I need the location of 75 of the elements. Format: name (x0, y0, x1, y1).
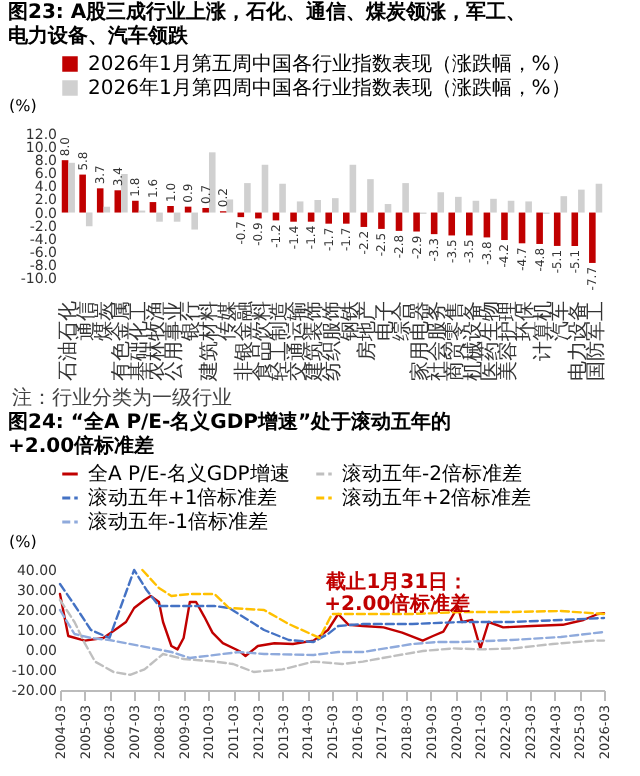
bar (61, 160, 69, 213)
x-tick-label: 家用电器 (407, 301, 432, 381)
bar (226, 199, 234, 213)
bar (378, 212, 385, 229)
bar (525, 201, 532, 213)
bar (466, 212, 473, 236)
bar (103, 206, 111, 213)
legend-label: 滚动五年-2倍标准差 (342, 462, 522, 486)
legend-label: 全A P/E-名义GDP增速 (88, 462, 290, 486)
x-tick-label: 煤炭 (91, 301, 116, 341)
bar (536, 212, 543, 244)
annotation: 截止1月31日： +2.00倍标准差 (324, 570, 471, 616)
bar (367, 179, 374, 213)
bar (68, 162, 75, 213)
bar (114, 190, 122, 213)
line-series (58, 568, 606, 644)
legend-label: 滚动五年-1倍标准差 (88, 510, 268, 534)
bar (571, 212, 579, 246)
bar (342, 212, 350, 224)
bar (279, 183, 286, 213)
bar (507, 200, 515, 213)
bar (501, 212, 508, 241)
bar (255, 212, 262, 219)
legend-label: 2026年1月第五周中国各行业指数表现（涨跌幅，%） (88, 52, 571, 76)
bar (595, 183, 603, 213)
bar (173, 212, 181, 222)
line-series (58, 592, 606, 658)
bar (307, 212, 315, 222)
bar (149, 202, 157, 213)
x-tick-label: 机械设备 (460, 301, 485, 381)
text: 注：行业分类为一级行业 (12, 386, 232, 410)
bar (314, 200, 322, 213)
bar (208, 152, 216, 213)
bar (261, 164, 269, 213)
bar (560, 196, 568, 213)
legend-label: 滚动五年+1倍标准差 (88, 486, 278, 510)
bar (132, 200, 139, 213)
bar (413, 212, 420, 232)
y-axis-title: (%) (9, 97, 37, 115)
bar (79, 174, 86, 213)
bar (96, 188, 104, 213)
x-tick-label: 食品饮料 (249, 301, 274, 381)
chart-title: 图23: A股三成行业上涨，石化、通信、煤炭领涨，军工、电力设备、汽车领跌 (8, 0, 527, 48)
x-tick-label: 传媒 (216, 301, 239, 341)
bar (589, 212, 596, 263)
bar (402, 183, 409, 213)
bar (244, 183, 251, 213)
bar (384, 204, 392, 213)
legend-label: 滚动五年+2倍标准差 (342, 486, 532, 510)
bar (553, 212, 561, 246)
bar (191, 212, 198, 230)
bar (437, 192, 445, 213)
bar (349, 164, 357, 213)
bar (332, 198, 339, 213)
bar (290, 212, 297, 222)
bar (121, 173, 128, 213)
bar (167, 206, 174, 213)
y-axis-title: (%) (9, 533, 37, 551)
chart-title: 图24: “全A P/E-名义GDP增速”处于滚动五年的+2.00倍标准差 (8, 410, 452, 458)
x-tick-label: 计算机 (530, 301, 555, 361)
bar (455, 196, 462, 213)
bar (325, 212, 332, 224)
line-series (141, 568, 606, 640)
x-tick-label: 建筑材料 (196, 301, 221, 383)
bar (578, 189, 585, 213)
bar (448, 212, 456, 236)
bar (184, 206, 192, 213)
bar (202, 207, 209, 213)
bar (472, 200, 480, 213)
x-tick-label: 国防军工 (583, 301, 608, 381)
bar (490, 198, 497, 213)
bar (85, 212, 93, 227)
legend-label: 2026年1月第四周中国各行业指数表现（涨跌幅，%） (88, 76, 571, 100)
bar (296, 201, 304, 213)
bar (156, 212, 163, 222)
